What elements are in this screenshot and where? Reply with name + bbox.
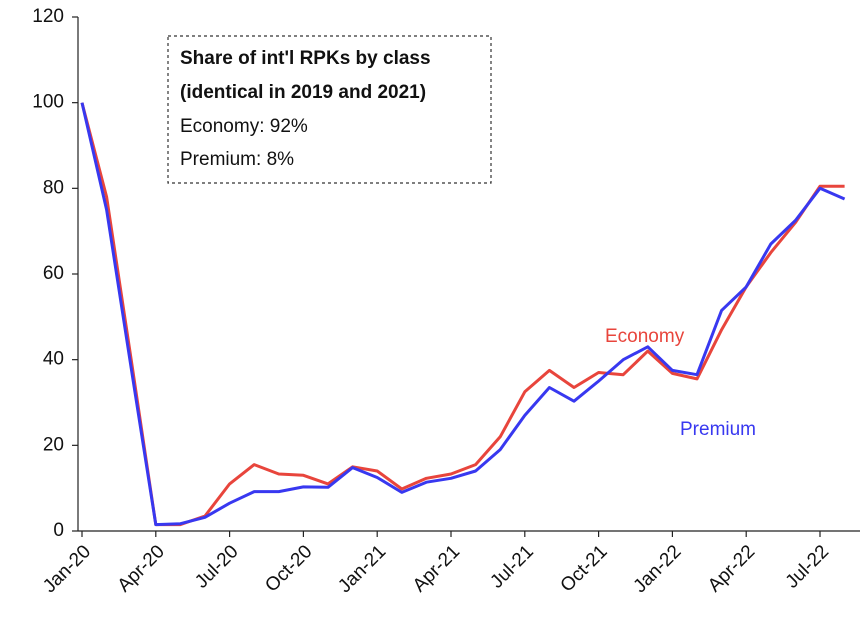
- x-tick-label: Jan-22: [630, 541, 686, 597]
- annotation-line: Premium: 8%: [180, 149, 294, 170]
- annotation-box: [167, 35, 492, 184]
- annotation-subtitle: (identical in 2019 and 2021): [180, 82, 426, 103]
- y-tick-label: 40: [43, 349, 64, 370]
- x-tick-label: Jul-21: [486, 541, 537, 592]
- y-tick-label: 100: [32, 92, 64, 113]
- x-tick-label: Apr-20: [114, 541, 169, 596]
- y-tick-label: 60: [43, 263, 64, 284]
- x-tick-label: Oct-20: [261, 541, 316, 596]
- x-tick-label: Oct-21: [557, 541, 612, 596]
- annotation-title: Share of int'l RPKs by class: [180, 48, 431, 69]
- y-tick-label: 120: [32, 6, 64, 27]
- series-label: Premium: [680, 419, 756, 440]
- annotation-line: Economy: 92%: [180, 116, 308, 137]
- y-tick-label: 80: [43, 177, 64, 198]
- x-tick-label: Jul-22: [782, 541, 833, 592]
- y-tick-label: 0: [53, 520, 64, 541]
- series-line: [80, 102, 845, 527]
- x-tick-label: Jan-20: [39, 541, 95, 597]
- x-tick-label: Apr-21: [409, 541, 464, 596]
- x-tick-label: Jan-21: [334, 541, 390, 597]
- series-label: Economy: [605, 326, 685, 347]
- x-tick-label: Apr-22: [704, 541, 759, 596]
- x-tick-label: Jul-20: [191, 541, 242, 592]
- series-line: [80, 102, 846, 527]
- y-tick-label: 20: [43, 434, 64, 455]
